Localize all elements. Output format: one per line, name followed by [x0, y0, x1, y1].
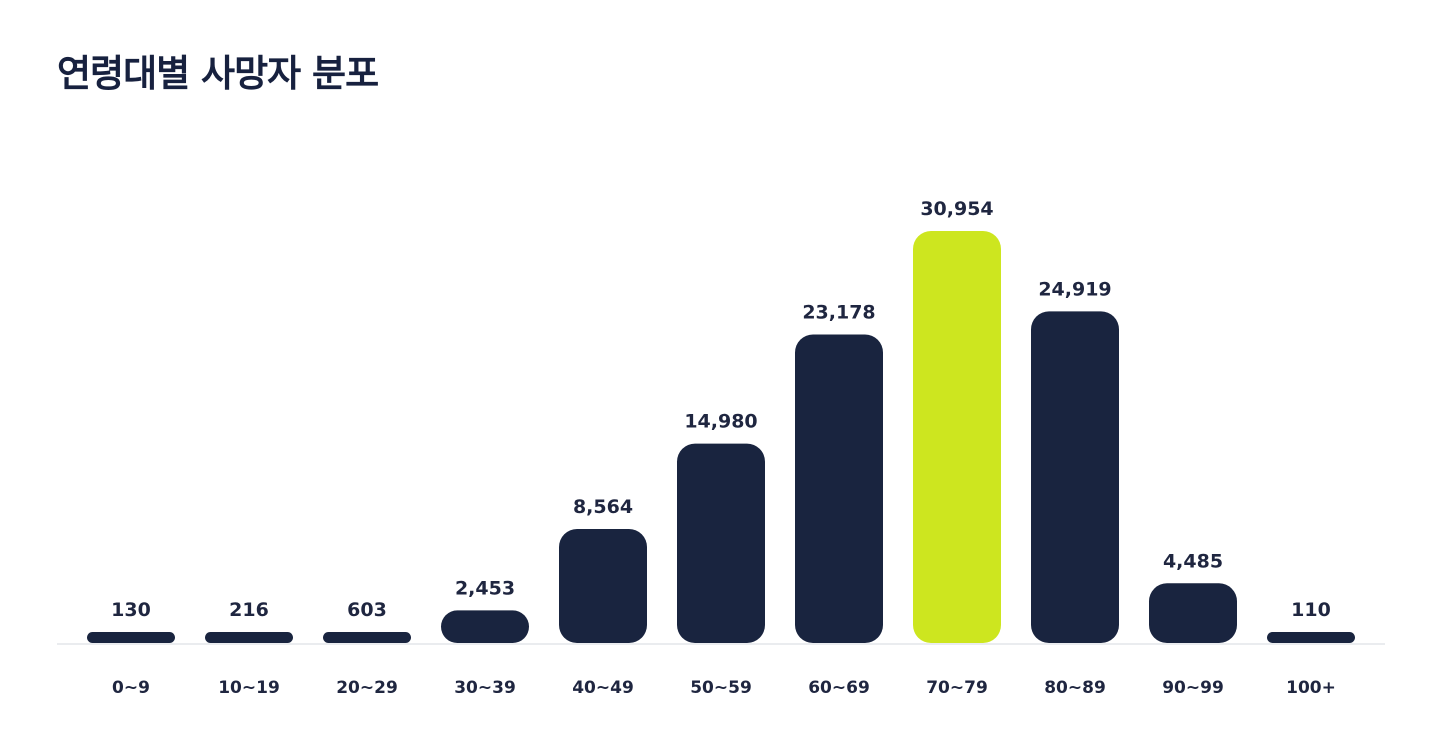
- x-tick-label: 70~79: [926, 678, 988, 698]
- bar-0~9: [87, 632, 175, 643]
- x-tick-label: 30~39: [454, 678, 516, 698]
- value-label: 8,564: [573, 496, 633, 518]
- x-tick-label: 20~29: [336, 678, 398, 698]
- x-tick-label: 50~59: [690, 678, 752, 698]
- value-label: 24,919: [1038, 278, 1111, 300]
- x-tick-label: 0~9: [112, 678, 150, 698]
- bar-group: [87, 231, 1355, 643]
- x-tick-label: 10~19: [218, 678, 280, 698]
- bar-30~39: [441, 610, 529, 643]
- value-label: 130: [111, 599, 151, 621]
- bar-60~69: [795, 334, 883, 643]
- bar-50~59: [677, 443, 765, 643]
- x-tick-label: 90~99: [1162, 678, 1224, 698]
- x-tick-label: 40~49: [572, 678, 634, 698]
- value-label: 14,980: [684, 411, 757, 433]
- x-tick-label: 60~69: [808, 678, 870, 698]
- bar-100+: [1267, 632, 1355, 643]
- value-label-group: 130 216 603 2,453 8,564 14,980 23,178 30,954 24,…: [111, 198, 1331, 621]
- value-label: 23,178: [802, 301, 875, 323]
- bar-10~19: [205, 632, 293, 643]
- bar-90~99: [1149, 583, 1237, 643]
- bar-40~49: [559, 529, 647, 643]
- value-label: 2,453: [455, 577, 515, 599]
- value-label: 4,485: [1163, 550, 1223, 572]
- value-label: 603: [347, 599, 387, 621]
- value-label: 216: [229, 599, 269, 621]
- value-label: 30,954: [920, 198, 993, 220]
- bar-70~79: [913, 231, 1001, 643]
- value-label: 110: [1291, 599, 1331, 621]
- x-tick-label: 80~89: [1044, 678, 1106, 698]
- chart-title: 연령대별 사망자 분포: [57, 52, 379, 95]
- x-tick-label-group: 0~9 10~19 20~29 30~39 40~49 50~59 60~69 70~79 80…: [112, 678, 1336, 698]
- bar-20~29: [323, 632, 411, 643]
- bar-80~89: [1031, 311, 1119, 643]
- x-tick-label: 100+: [1286, 678, 1336, 698]
